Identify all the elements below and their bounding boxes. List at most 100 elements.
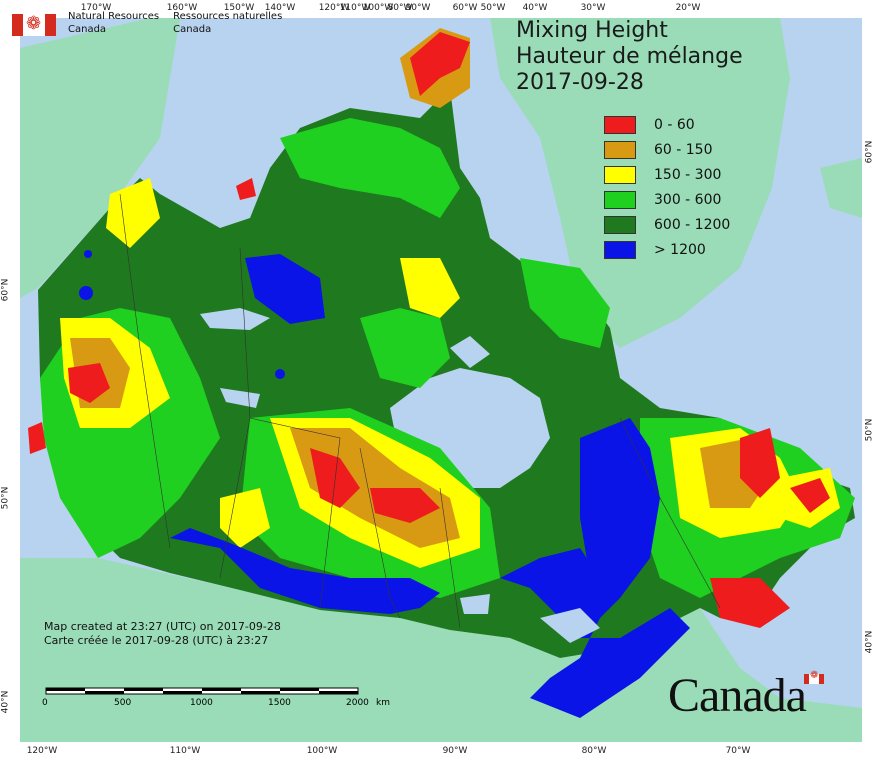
zone-gt-1200 xyxy=(580,418,660,618)
bottom-longitude-label: 80°W xyxy=(581,746,607,756)
top-longitude-label: 100°W xyxy=(362,3,394,13)
legend-swatch xyxy=(604,140,636,159)
greenland-land xyxy=(490,18,790,348)
province-boundaries xyxy=(119,193,721,629)
top-longitude-label: 110°W xyxy=(339,3,371,13)
agency-signature: ❁ Natural Resources Canada Ressources na… xyxy=(12,10,282,36)
zone-gt-1200-dot xyxy=(79,286,93,300)
right-latitude-label: 60°N xyxy=(864,140,875,164)
top-longitude-label: 40°W xyxy=(522,3,548,13)
map-canvas xyxy=(20,18,862,742)
zone-0-60 xyxy=(28,422,46,454)
zone-150-300 xyxy=(220,488,270,548)
title-english: Mixing Height xyxy=(516,18,668,43)
top-longitude-label: 150°W xyxy=(223,3,255,13)
credit-french: Carte créée le 2017-09-28 (UTC) à 23:27 xyxy=(44,634,269,647)
map-credit: Map created at 23:27 (UTC) on 2017-09-28… xyxy=(44,620,281,648)
zone-0-60 xyxy=(790,478,830,513)
zone-300-600 xyxy=(360,308,450,388)
top-longitude-label: 30°W xyxy=(580,3,606,13)
bottom-longitude-label: 100°W xyxy=(306,746,338,756)
scale-label: 2000 xyxy=(346,698,369,708)
agency-en-line1: Natural Resources xyxy=(68,11,160,22)
bottom-longitude-label: 90°W xyxy=(442,746,468,756)
canada-wordmark: Canada xyxy=(668,669,807,722)
lake xyxy=(460,594,490,614)
legend-item: 300 - 600 xyxy=(604,187,730,212)
legend: 0 - 60 60 - 150 150 - 300 300 - 600 600 … xyxy=(604,112,730,262)
agency-fr-line1: Ressources naturelles xyxy=(173,11,283,22)
lake xyxy=(220,388,260,408)
top-longitude-label: 50°W xyxy=(480,3,506,13)
top-longitude-label: 160°W xyxy=(166,3,198,13)
zone-150-300 xyxy=(106,178,160,248)
iceland-land xyxy=(820,158,862,218)
left-latitude-label: 50°N xyxy=(0,486,11,510)
zone-gt-1200-dot xyxy=(84,250,92,258)
scale-bar-graphic xyxy=(45,687,359,695)
legend-label: 300 - 600 xyxy=(654,191,722,208)
right-latitude-label: 40°N xyxy=(864,630,875,654)
lake xyxy=(540,608,600,643)
lake xyxy=(450,336,490,368)
legend-label: 60 - 150 xyxy=(654,141,713,158)
map-title: Mixing Height Hauteur de mélange 2017-09… xyxy=(516,18,743,96)
legend-swatch xyxy=(604,115,636,134)
top-longitude-label: 90°W xyxy=(405,3,431,13)
top-longitude-label: 80°W xyxy=(387,3,413,13)
zone-gt-1200-dot xyxy=(275,369,285,379)
legend-item: > 1200 xyxy=(604,237,730,262)
zone-150-300 xyxy=(400,258,460,318)
legend-item: 0 - 60 xyxy=(604,112,730,137)
top-longitude-label: 120°W xyxy=(318,3,350,13)
legend-swatch xyxy=(604,240,636,259)
alaska-land xyxy=(20,18,180,298)
lake xyxy=(200,308,270,330)
scale-label: 500 xyxy=(114,698,132,708)
legend-label: 0 - 60 xyxy=(654,116,695,133)
zone-gt-1200 xyxy=(500,548,690,718)
zone-0-60 xyxy=(370,488,440,523)
legend-item: 60 - 150 xyxy=(604,137,730,162)
legend-label: 600 - 1200 xyxy=(654,216,731,233)
legend-item: 150 - 300 xyxy=(604,162,730,187)
left-latitude-label: 60°N xyxy=(0,278,11,302)
zone-0-60 xyxy=(236,178,256,200)
legend-swatch xyxy=(604,165,636,184)
zone-0-60 xyxy=(740,428,780,498)
scale-label: 0 xyxy=(42,698,48,708)
scale-unit: km xyxy=(376,698,390,708)
zone-300-600 xyxy=(280,118,460,218)
title-date: 2017-09-28 xyxy=(516,70,644,95)
agency-en-line2: Canada xyxy=(68,24,107,35)
mixing-height-map[interactable] xyxy=(20,18,862,742)
legend-item: 600 - 1200 xyxy=(604,212,730,237)
zone-gt-1200 xyxy=(245,254,325,324)
agency-name-french: Ressources naturelles Canada xyxy=(173,10,282,36)
scale-bar: 0 500 1000 1500 2000 km xyxy=(26,686,406,724)
canada-flag-icon: ❁ xyxy=(12,13,56,36)
title-french: Hauteur de mélange xyxy=(516,44,743,69)
zone-gt-1200 xyxy=(170,528,440,614)
top-longitude-label: 170°W xyxy=(80,3,112,13)
bottom-longitude-label: 70°W xyxy=(725,746,751,756)
top-longitude-label: 20°W xyxy=(675,3,701,13)
scale-label: 1500 xyxy=(268,698,291,708)
legend-label: 150 - 300 xyxy=(654,166,722,183)
credit-english: Map created at 23:27 (UTC) on 2017-09-28 xyxy=(44,620,281,633)
zone-0-60 xyxy=(410,32,470,96)
zone-0-60 xyxy=(68,363,110,403)
scale-label: 1000 xyxy=(190,698,213,708)
bottom-longitude-label: 110°W xyxy=(169,746,201,756)
agency-fr-line2: Canada xyxy=(173,24,212,35)
top-longitude-label: 140°W xyxy=(264,3,296,13)
usa-land xyxy=(20,558,862,742)
right-latitude-label: 50°N xyxy=(864,418,875,442)
left-latitude-label: 40°N xyxy=(0,690,11,714)
legend-swatch xyxy=(604,190,636,209)
zone-0-60 xyxy=(710,578,790,628)
zone-300-600 xyxy=(520,258,610,348)
agency-name-english: Natural Resources Canada xyxy=(68,10,159,36)
bottom-longitude-label: 120°W xyxy=(26,746,58,756)
